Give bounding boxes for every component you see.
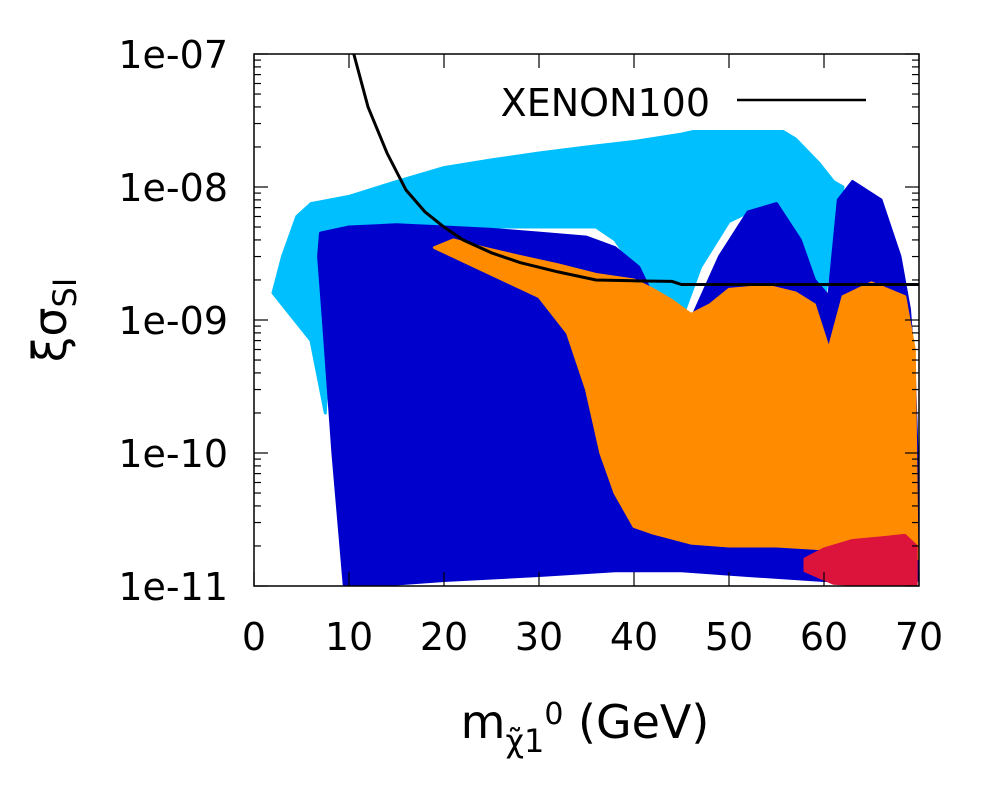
x-tick-label: 0 — [242, 615, 266, 659]
y-tick-label: 1e-08 — [118, 166, 228, 210]
plot-frame — [253, 53, 920, 587]
legend-background — [470, 75, 900, 130]
y-axis-title-base: ξσ — [23, 307, 77, 362]
xenon100-curve-layer — [352, 54, 919, 286]
x-tick-label: 50 — [705, 615, 753, 659]
scatter-regions — [271, 118, 919, 586]
y-tick-label: 1e-09 — [118, 299, 228, 343]
y-axis-title-subscript: SI — [46, 278, 84, 308]
point-region-orange-points — [433, 238, 919, 561]
x-tick-label: 70 — [895, 615, 943, 659]
tick-labels: 0 10 20 30 40 50 60 70 1e-11 1e-10 1e-09 1e-08 1e-07 — [118, 33, 943, 659]
axis-ticks — [253, 53, 920, 587]
x-axis-title-subscript-index: 1 — [524, 722, 544, 760]
x-tick-label: 40 — [610, 615, 658, 659]
y-tick-label: 1e-07 — [118, 33, 228, 77]
y-tick-label: 1e-11 — [118, 565, 228, 609]
x-tick-label: 20 — [420, 615, 468, 659]
point-region-light-blue-points — [271, 118, 845, 415]
legend-label-xenon100: XENON100 — [501, 81, 710, 125]
x-axis-title-base: m — [461, 695, 506, 749]
x-tick-label: 10 — [325, 615, 373, 659]
y-tick-label: 1e-10 — [118, 432, 228, 476]
legend: XENON100 — [470, 75, 900, 130]
x-tick-label: 30 — [515, 615, 563, 659]
x-tick-label: 60 — [800, 615, 848, 659]
x-axis-title-subscript: χ̃ — [505, 722, 523, 760]
x-axis-title: mχ̃10 (GeV) — [461, 695, 710, 760]
x-axis-title-unit: (GeV) — [563, 695, 709, 749]
xenon100-curve — [352, 54, 919, 286]
y-axis-title: ξσSI — [23, 278, 84, 363]
x-axis-title-superscript: 0 — [544, 697, 563, 732]
